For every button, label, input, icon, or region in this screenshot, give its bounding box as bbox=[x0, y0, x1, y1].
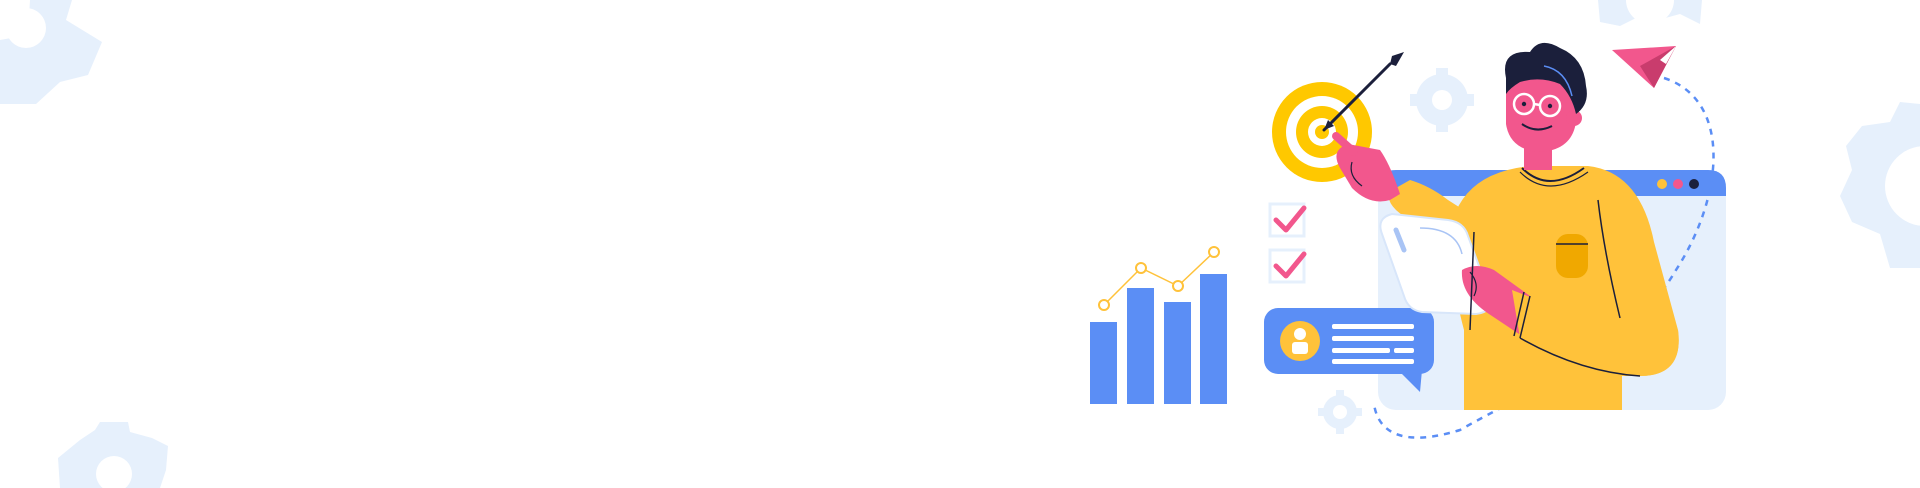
check-icon bbox=[1273, 205, 1307, 233]
gear-icon bbox=[58, 422, 168, 488]
gear-icon bbox=[0, 0, 102, 104]
person-illustration bbox=[1332, 42, 1679, 410]
chart-bar bbox=[1090, 322, 1117, 404]
user-icon bbox=[1292, 328, 1308, 354]
chart-bar bbox=[1200, 274, 1227, 404]
checkbox bbox=[1268, 202, 1307, 238]
chart-bar bbox=[1127, 288, 1154, 404]
arrow-icon bbox=[1322, 52, 1404, 132]
paper-plane-icon bbox=[1612, 46, 1676, 88]
chart-point bbox=[1098, 299, 1110, 311]
bar-chart-icon bbox=[1090, 246, 1227, 404]
profile-bubble bbox=[1264, 308, 1434, 392]
gear-icon bbox=[1598, 0, 1702, 26]
chart-point bbox=[1172, 280, 1184, 292]
check-icon bbox=[1273, 251, 1307, 279]
checkbox bbox=[1268, 248, 1307, 284]
gear-icon bbox=[1410, 68, 1474, 132]
gear-icon bbox=[1840, 102, 1920, 268]
chart-point bbox=[1208, 246, 1220, 258]
chart-bar bbox=[1164, 302, 1191, 404]
chart-point bbox=[1135, 262, 1147, 274]
flight-path bbox=[1372, 76, 1715, 439]
gear-icon bbox=[1318, 390, 1362, 434]
